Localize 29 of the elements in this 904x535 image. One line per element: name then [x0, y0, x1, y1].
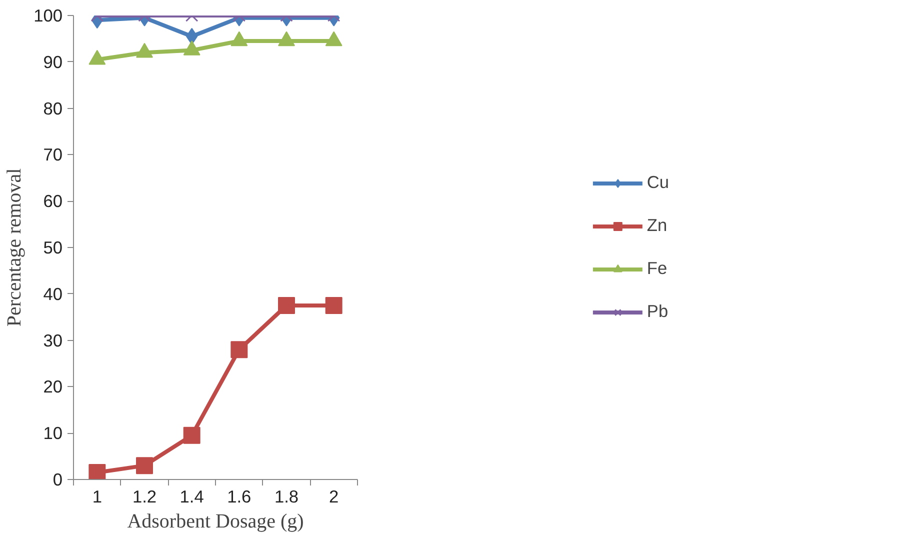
y-tick-label: 50 [43, 238, 63, 258]
point [325, 297, 342, 314]
y-tick-label: 0 [52, 470, 63, 490]
legend-label: Pb [646, 301, 668, 322]
legend-label: Cu [646, 172, 670, 193]
y-tick-label: 100 [34, 6, 63, 26]
point [278, 297, 295, 314]
legend-label: Fe [646, 258, 668, 279]
x-axis-title: Adsorbent Dosage (g) [127, 510, 304, 532]
legend-label: Zn [646, 215, 668, 236]
x-tick-label: 2 [329, 486, 339, 506]
x-tick-label: 1 [92, 486, 102, 506]
point [230, 341, 248, 358]
y-axis-title: Percentage removal [4, 168, 26, 327]
y-tick-label: 40 [43, 284, 63, 304]
y-tick-label: 30 [43, 330, 63, 350]
y-tick-label: 20 [43, 376, 63, 397]
point [88, 464, 106, 480]
y-tick-label: 60 [43, 191, 63, 212]
y-tick-label: 80 [43, 98, 63, 118]
x-tick-label: 1.6 [227, 486, 252, 506]
x-tick-label: 1.2 [132, 486, 157, 506]
point [183, 426, 200, 444]
point [136, 457, 153, 474]
y-tick-label: 90 [43, 52, 63, 72]
y-tick-label: 10 [43, 423, 63, 444]
y-tick-label: 70 [43, 144, 63, 165]
x-tick-label: 1.4 [180, 486, 204, 506]
x-tick-label: 1.8 [274, 486, 299, 506]
